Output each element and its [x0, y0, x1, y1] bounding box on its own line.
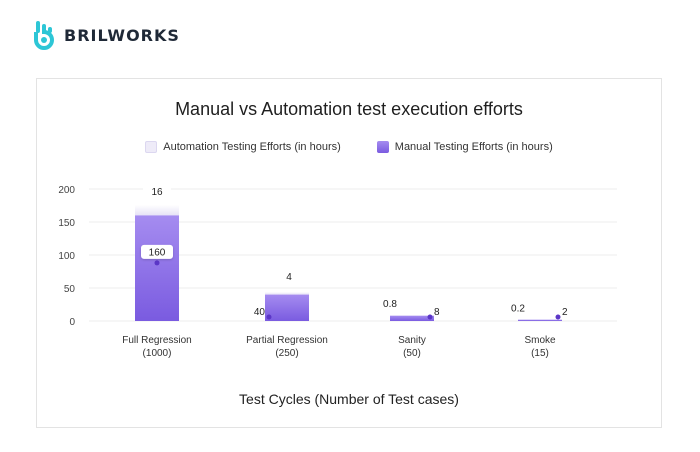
data-label-automation: 4 [286, 272, 292, 283]
x-tick-label: (250) [275, 348, 298, 359]
legend-swatch-manual [376, 141, 389, 153]
data-label-automation: 0.2 [511, 304, 525, 315]
legend-label-manual: Manual Testing Efforts (in hours) [394, 141, 553, 153]
y-tick-label: 50 [64, 284, 76, 295]
brand-name: BRILWORKS [64, 25, 180, 45]
x-tick-label: (50) [403, 348, 421, 359]
data-label-manual: 40 [254, 307, 266, 318]
data-marker-manual [154, 260, 160, 266]
y-tick-label: 0 [69, 317, 75, 328]
data-marker-manual [427, 314, 433, 320]
legend-label-automation: Automation Testing Efforts (in hours) [163, 141, 341, 153]
x-tick-label: (15) [531, 348, 549, 359]
y-tick-label: 150 [58, 218, 75, 229]
x-axis-title: Test Cycles (Number of Test cases) [239, 391, 459, 407]
bar-manual [265, 294, 309, 321]
bar-automation [265, 291, 309, 295]
brilworks-logo-icon [34, 21, 54, 50]
x-tick-label: (1000) [143, 348, 172, 359]
data-label-manual: 160 [149, 247, 166, 258]
data-label-manual: 8 [434, 307, 440, 318]
chart-title: Manual vs Automation test execution effo… [175, 99, 523, 119]
data-label-automation: 0.8 [383, 299, 397, 310]
legend-swatch-automation [145, 141, 158, 153]
bar-manual [135, 215, 179, 321]
data-label-box-manual [141, 244, 173, 259]
x-tick-label: Partial Regression [246, 335, 328, 346]
data-marker-manual [266, 314, 272, 320]
x-tick-label: Sanity [398, 335, 426, 346]
bar-manual [518, 319, 562, 321]
legend-item-manual: Manual Testing Efforts (in hours) [376, 141, 553, 153]
x-tick-label: Full Regression [122, 335, 191, 346]
bar-automation [390, 315, 434, 317]
y-tick-label: 100 [58, 251, 75, 262]
legend-item-automation: Automation Testing Efforts (in hours) [145, 141, 341, 153]
chart-card: Manual vs Automation test execution effo… [36, 78, 662, 428]
bar-manual [390, 315, 434, 321]
x-tick-label: Smoke [524, 335, 556, 346]
chart-legend: Automation Testing Efforts (in hours) Ma… [37, 141, 661, 153]
y-tick-label: 200 [58, 185, 75, 196]
plot-area: 0 50 100 150 200 Full Regression (1000) 160 16 Pa… [58, 183, 617, 359]
data-label-automation: 16 [151, 187, 163, 198]
data-label-box-automation [143, 183, 171, 198]
brand: BRILWORKS [34, 20, 180, 50]
data-marker-manual [555, 314, 561, 320]
bar-automation [135, 204, 179, 216]
data-label-manual: 2 [562, 307, 568, 318]
